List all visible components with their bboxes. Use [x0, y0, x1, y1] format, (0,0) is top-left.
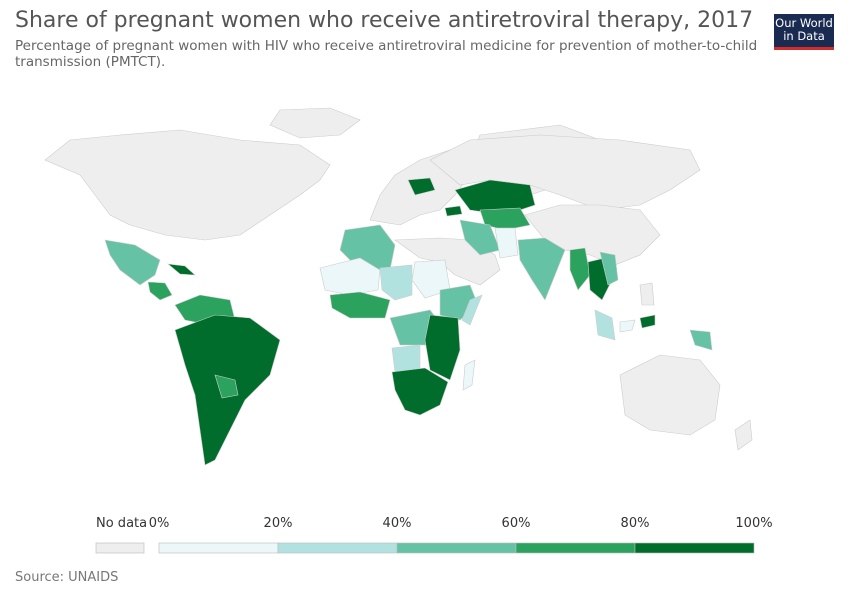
tanzania-mozambique[interactable]: [424, 314, 461, 381]
world-map: [44, 107, 753, 466]
india[interactable]: [517, 237, 566, 301]
legend-no-data-swatch[interactable]: [95, 542, 145, 554]
indonesia[interactable]: [594, 309, 616, 341]
legend-bin-60-80[interactable]: [515, 542, 636, 554]
legend-tick-100: 100%: [735, 516, 772, 531]
legend-no-data-label: No data: [96, 516, 147, 531]
angola[interactable]: [391, 344, 421, 373]
georgia-caucasus[interactable]: [444, 205, 463, 217]
myanmar[interactable]: [569, 247, 591, 291]
west-africa-sahel[interactable]: [319, 257, 381, 296]
kazakhstan[interactable]: [454, 179, 536, 216]
legend: No data 0% 20% 40% 60% 80% 100%: [95, 516, 773, 554]
central-asia[interactable]: [479, 207, 531, 231]
nigeria-west-africa-coast[interactable]: [329, 291, 391, 319]
ukraine[interactable]: [407, 177, 436, 196]
legend-tick-0: 0%: [149, 516, 170, 531]
legend-bin-80-100[interactable]: [634, 542, 755, 554]
mexico[interactable]: [104, 239, 161, 286]
bolivia[interactable]: [214, 374, 239, 399]
australia[interactable]: [619, 354, 721, 436]
legend-tick-40: 40%: [383, 516, 412, 531]
indonesia-east[interactable]: [619, 319, 636, 333]
north-africa-arabia[interactable]: [394, 237, 501, 286]
legend-tick-60: 60%: [502, 516, 531, 531]
legend-tick-80: 80%: [621, 516, 650, 531]
malaysia[interactable]: [639, 314, 656, 329]
vietnam-laos[interactable]: [599, 251, 619, 286]
papua-new-guinea[interactable]: [689, 329, 713, 351]
sudan[interactable]: [411, 259, 451, 299]
logo-line-2: in Data: [783, 29, 825, 43]
central-america[interactable]: [147, 281, 173, 301]
legend-tick-20: 20%: [264, 516, 293, 531]
philippines[interactable]: [639, 282, 655, 306]
logo-line-1: Our World: [775, 16, 833, 30]
afghanistan-pakistan[interactable]: [494, 227, 519, 259]
legend-bin-0-20[interactable]: [158, 542, 279, 554]
southern-africa[interactable]: [391, 367, 449, 416]
somalia[interactable]: [461, 294, 483, 326]
chart-title: Share of pregnant women who receive anti…: [15, 8, 754, 33]
legend-bin-20-40[interactable]: [277, 542, 398, 554]
chart-subtitle: Percentage of pregnant women with HIV wh…: [15, 38, 758, 70]
owid-logo[interactable]: Our World in Data: [774, 14, 834, 50]
madagascar[interactable]: [462, 359, 476, 391]
source-note: Source: UNAIDS: [15, 570, 119, 585]
arctic-islands[interactable]: [269, 107, 361, 139]
legend-bin-40-60[interactable]: [396, 542, 517, 554]
north-america[interactable]: [44, 129, 331, 241]
chad-niger[interactable]: [379, 264, 413, 301]
cuba-caribbean[interactable]: [167, 263, 196, 276]
iran[interactable]: [459, 219, 501, 256]
new-zealand[interactable]: [734, 419, 753, 451]
